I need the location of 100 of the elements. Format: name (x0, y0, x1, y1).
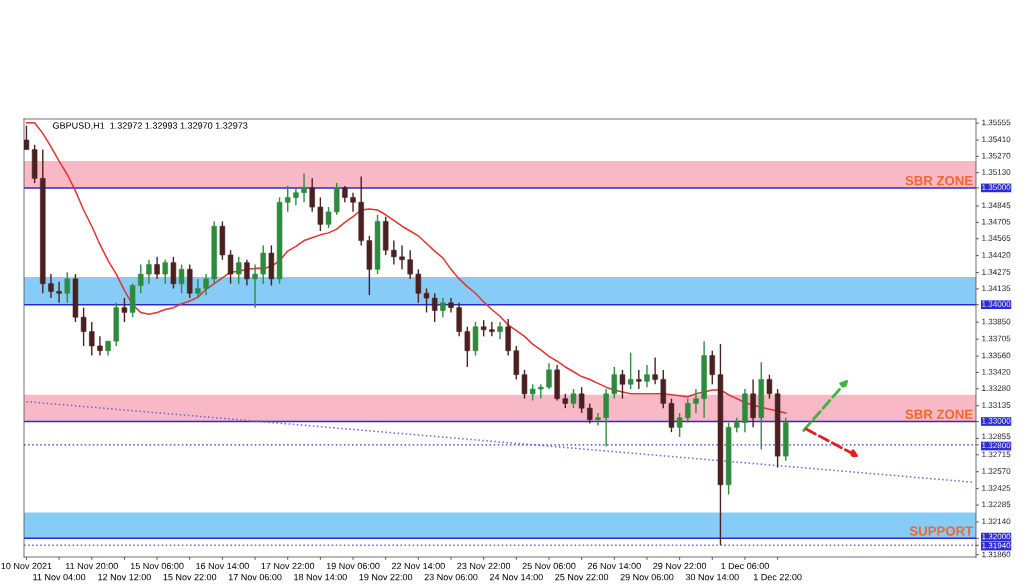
x-tick-label: 23 Nov 06:00 (424, 573, 478, 581)
y-tick-label: 1.33280 (982, 385, 1011, 391)
y-tick-label: 1.33560 (982, 352, 1011, 359)
x-tick-label: 25 Nov 06:00 (522, 562, 576, 570)
candlestick (56, 281, 62, 304)
y-tick-label: 1.34845 (982, 202, 1011, 209)
candlestick (423, 287, 430, 314)
candlestick (162, 259, 168, 285)
x-tick-label: 18 Nov 14:00 (294, 573, 347, 581)
candlestick (570, 388, 577, 409)
candlestick (146, 259, 152, 285)
candlestick (521, 369, 528, 400)
candlestick (244, 259, 250, 287)
candlestick (170, 256, 177, 290)
y-tick-label: 1.34000 (982, 301, 1011, 307)
y-tick-label: 1.34420 (982, 252, 1011, 258)
candlestick (325, 206, 332, 229)
y-tick-label: 1.32570 (982, 468, 1011, 474)
y-tick-label: 1.32800 (982, 442, 1011, 449)
candlestick (260, 244, 266, 285)
candlestick (709, 350, 716, 385)
y-tick-label: 1.34135 (982, 285, 1011, 292)
x-tick-label: 12 Nov 12:00 (98, 573, 151, 581)
x-tick-label: 26 Nov 14:00 (587, 562, 641, 570)
candlestick (456, 302, 462, 338)
x-tick-label: 1 Dec 22:00 (753, 573, 802, 581)
x-tick-label: 24 Nov 14:00 (489, 573, 543, 581)
candlestick (676, 412, 683, 438)
ref-line-label: SBR ZONE (905, 409, 973, 419)
x-tick-label: 11 Nov 04:00 (33, 573, 86, 581)
x-tick-label: 15 Nov 22:00 (163, 573, 217, 581)
y-tick-label: 1.35410 (982, 136, 1011, 143)
candlestick (693, 388, 699, 414)
y-tick-label: 1.32425 (982, 485, 1011, 491)
candlestick (513, 345, 520, 381)
y-tick-label: 1.33135 (982, 402, 1011, 408)
candlestick (685, 397, 691, 424)
candlestick (750, 378, 756, 429)
candlestick (187, 263, 193, 299)
line-series (25, 121, 787, 414)
candlestick (497, 321, 503, 340)
x-tick-label: 19 Nov 22:00 (359, 573, 413, 581)
candlestick (97, 335, 103, 357)
y-tick-label: 1.35130 (982, 169, 1011, 175)
ref-line-label: SUPPORT (909, 526, 973, 536)
candlestick (391, 239, 397, 266)
x-tick-label: 15 Nov 06:00 (130, 562, 184, 570)
y-tick-label: 1.32285 (982, 501, 1011, 508)
y-tick-label: 1.33705 (982, 335, 1011, 342)
y-tick-label: 1.34565 (982, 235, 1011, 241)
candlestick (636, 369, 642, 390)
x-tick-label: 22 Nov 14:00 (391, 562, 445, 570)
candlestick (603, 388, 609, 448)
candlestick (80, 306, 87, 347)
candlestick (440, 297, 446, 318)
candlestick (660, 369, 667, 409)
candlestick (138, 263, 144, 294)
candlestick (301, 172, 307, 203)
y-tick-label: 1.35000 (982, 184, 1011, 191)
candlestick (538, 383, 544, 400)
x-tick-label: 23 Nov 22:00 (457, 562, 511, 570)
candlestick (415, 268, 422, 304)
candlestick (611, 366, 618, 400)
candlestick (252, 263, 258, 309)
y-tick-label: 1.33000 (982, 417, 1011, 424)
chart-title: GBPUSD,H1 1.32972 1.32993 1.32970 1.32973 (53, 122, 248, 130)
candlestick (399, 244, 405, 271)
candlestick (24, 124, 30, 151)
candlestick (668, 397, 675, 433)
y-tick-label: 1.34705 (982, 218, 1011, 225)
candlestick (489, 321, 495, 338)
candlestick (154, 256, 160, 280)
y-tick-label: 1.31860 (982, 551, 1011, 558)
x-tick-label: 19 Nov 06:00 (326, 562, 380, 570)
candlestick (64, 271, 70, 304)
y-tick-label: 1.34275 (982, 269, 1011, 275)
candlestick (431, 292, 438, 323)
y-tick-label: 1.32140 (982, 518, 1011, 525)
candlestick (317, 196, 324, 232)
x-tick-label: 25 Nov 22:00 (555, 573, 609, 581)
candlestick (407, 249, 413, 280)
y-tick-label: 1.33420 (982, 368, 1011, 375)
candlestick (284, 185, 291, 213)
x-tick-label: 30 Nov 14:00 (685, 573, 739, 581)
candlestick (644, 364, 650, 388)
x-tick-label: 17 Nov 22:00 (261, 562, 315, 570)
candlestick (236, 256, 242, 285)
candlestick (333, 182, 340, 216)
candlestick (203, 273, 209, 296)
candlestick (627, 351, 634, 390)
candlestick (587, 402, 593, 425)
candlestick (578, 386, 585, 414)
y-tick-label: 1.35555 (982, 119, 1011, 126)
y-tick-label: 1.31940 (982, 542, 1011, 549)
candlestick (595, 412, 601, 427)
candlestick (619, 369, 626, 400)
ref-line-label: SBR ZONE (905, 175, 973, 186)
candlestick (350, 192, 356, 213)
y-tick-label: 1.32855 (982, 433, 1011, 440)
candlestick (464, 326, 471, 368)
